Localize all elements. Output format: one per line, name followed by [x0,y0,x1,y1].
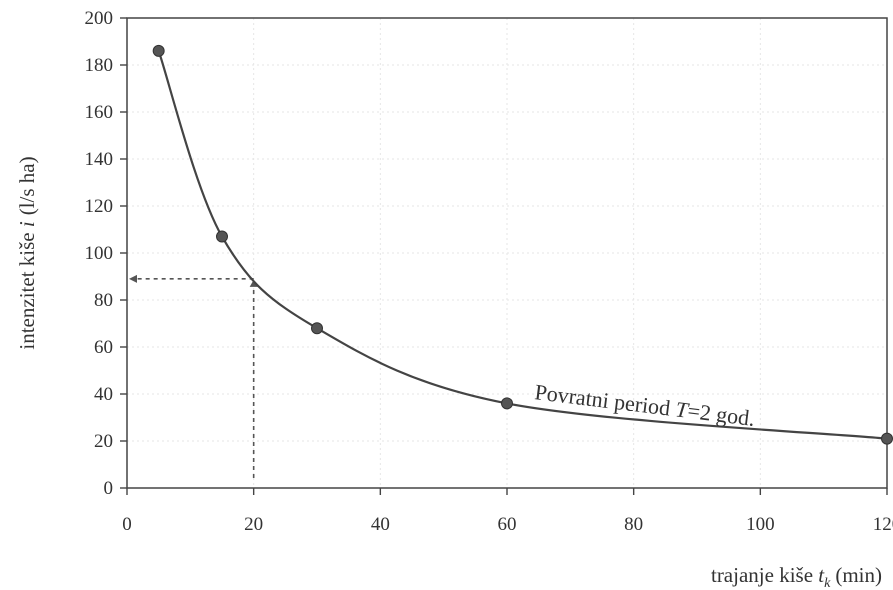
series-annotation: Povratni period T=2 god. [533,379,756,431]
x-tick-label: 120 [873,514,893,535]
x-tick-label: 0 [122,514,132,535]
annotation-symbol: T [674,396,691,423]
x-tick-label: 20 [244,514,263,535]
x-tick-label: 60 [498,514,517,535]
guides-layer [129,274,258,478]
annotation-text-post: =2 god. [686,398,756,431]
guide-arrowhead-left [129,274,137,283]
x-axis-title-text: trajanje kiše [711,563,813,587]
y-tick-label: 200 [85,8,114,29]
y-axis-title: intenzitet kiše i (l/s ha) [15,156,39,349]
y-axis-title-text: intenzitet kiše [15,232,39,349]
y-tick-label: 40 [94,384,113,405]
x-axis-symbol: t [818,563,825,587]
x-tick-label: 80 [624,514,643,535]
x-tick-label: 100 [746,514,775,535]
data-point [311,322,323,335]
y-tick-label: 180 [85,55,114,76]
guide-arrowhead-up [249,279,258,287]
data-point [501,397,513,410]
y-tick-label: 0 [104,478,114,499]
data-point [152,44,165,57]
data-point [881,432,893,445]
x-axis-symbol-subscript: k [824,576,831,590]
y-tick-label: 80 [94,290,113,311]
y-tick-label: 120 [85,196,114,217]
y-axis-symbol: i [15,221,39,227]
y-axis-unit: (l/s ha) [15,156,39,215]
ticks-layer: 0 20 40 60 80 100 120 0 20 40 60 80 100 120 140 160 180 2… [85,8,893,535]
y-tick-label: 160 [85,102,114,123]
x-axis-title: trajanje kiše tk (min) [711,563,882,590]
data-point [216,230,228,243]
series-line [157,50,888,440]
x-tick-label: 40 [371,514,390,535]
y-tick-label: 60 [94,337,113,358]
grid-layer [127,18,887,488]
x-axis-unit: (min) [835,563,882,587]
y-tick-label: 100 [85,243,114,264]
y-tick-label: 20 [94,431,113,452]
points-layer [152,44,893,445]
y-tick-label: 140 [85,149,114,170]
annotation-text-pre: Povratni period [533,379,677,421]
